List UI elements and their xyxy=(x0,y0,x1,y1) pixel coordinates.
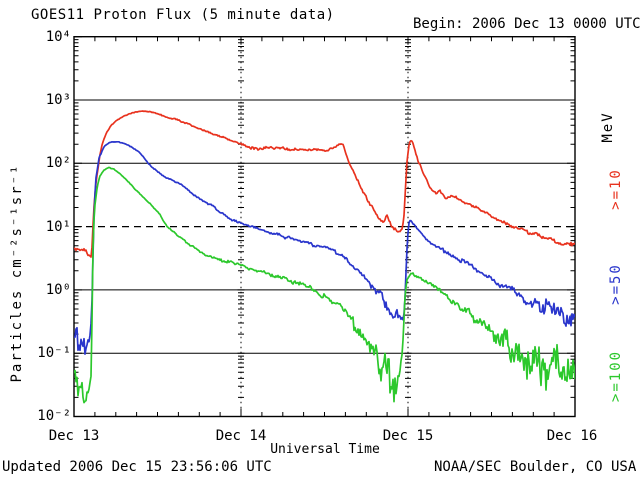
y-axis-tick-label: 10² xyxy=(45,155,71,171)
y-axis-tick-label: 10⁻¹ xyxy=(37,345,71,361)
y-axis-tick-label: 10⁰ xyxy=(45,282,71,298)
updated-timestamp: Updated 2006 Dec 15 23:56:06 UTC xyxy=(2,459,272,475)
x-axis-tick-label: Dec 15 xyxy=(382,428,434,444)
chart-title: GOES11 Proton Flux (5 minute data) xyxy=(31,7,335,23)
x-axis-tick-label: Dec 16 xyxy=(546,428,598,444)
series-label-ge10: >=10 xyxy=(608,168,624,210)
x-axis-tick-label: Dec 13 xyxy=(48,428,100,444)
y-axis-tick-label: 10¹ xyxy=(45,219,71,235)
x-axis-title: Universal Time xyxy=(270,442,380,457)
y-axis-title: Particles cm⁻²s⁻¹sr⁻¹ xyxy=(9,163,25,383)
y-axis-tick-label: 10⁻² xyxy=(37,408,71,424)
y-axis-tick-label: 10³ xyxy=(45,92,71,108)
begin-timestamp: Begin: 2006 Dec 13 0000 UTC xyxy=(413,16,640,32)
data-source-credit: NOAA/SEC Boulder, CO USA xyxy=(434,459,637,475)
series-label-ge100: >=100 xyxy=(608,349,624,403)
x-axis-tick-label: Dec 14 xyxy=(215,428,267,444)
y-axis-tick-label: 10⁴ xyxy=(45,29,71,45)
